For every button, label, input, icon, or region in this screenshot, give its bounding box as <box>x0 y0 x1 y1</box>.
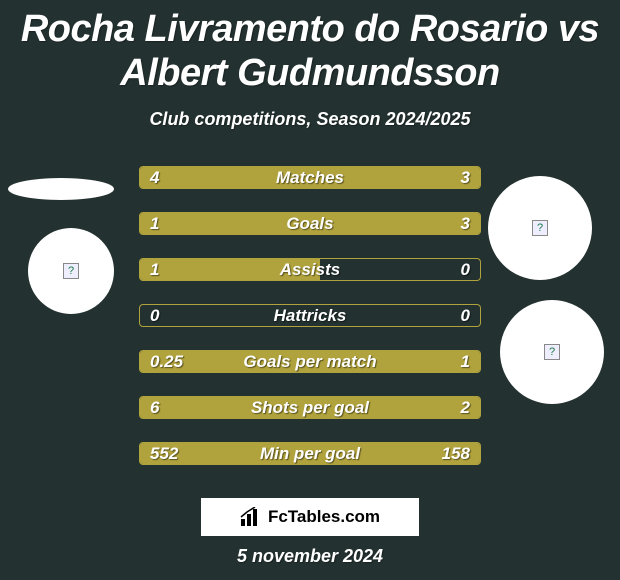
stat-value-right: 1 <box>461 351 470 372</box>
stat-value-left: 4 <box>150 167 159 188</box>
stat-row: Min per goal552 158 <box>139 442 481 465</box>
stat-label: Hattricks <box>140 305 480 326</box>
bars-container: Matches43Goals13Assists10Hattricks00Goal… <box>139 166 481 465</box>
stat-label: Shots per goal <box>140 397 480 418</box>
stat-value-left: 0 <box>150 305 159 326</box>
stat-row: Goals per match0.25 1 <box>139 350 481 373</box>
brand-chart-icon <box>240 507 262 527</box>
stat-label: Goals <box>140 213 480 234</box>
stat-label: Matches <box>140 167 480 188</box>
stat-value-right: 158 <box>442 443 470 464</box>
stat-value-right: 0 <box>461 305 470 326</box>
player-bubble-left: ? <box>28 228 114 314</box>
stat-row: Shots per goal6 2 <box>139 396 481 419</box>
image-placeholder-icon: ? <box>544 344 560 360</box>
stat-row: Goals1 3 <box>139 212 481 235</box>
stat-value-left: 1 <box>150 213 159 234</box>
stat-value-right: 0 <box>461 259 470 280</box>
stat-value-left: 6 <box>150 397 159 418</box>
stat-label: Min per goal <box>140 443 480 464</box>
player-bubble-right-2: ? <box>500 300 604 404</box>
brand-text: FcTables.com <box>268 507 380 527</box>
stat-value-right: 2 <box>461 397 470 418</box>
brand-badge: FcTables.com <box>201 498 419 536</box>
stats-area: Matches43Goals13Assists10Hattricks00Goal… <box>0 166 620 476</box>
stat-row: Hattricks0 0 <box>139 304 481 327</box>
decor-ellipse <box>8 178 114 200</box>
stat-value-left: 0.25 <box>150 351 183 372</box>
footer-date: 5 november 2024 <box>0 546 620 567</box>
stat-value-left: 552 <box>150 443 178 464</box>
subtitle: Club competitions, Season 2024/2025 <box>0 109 620 130</box>
stat-label: Assists <box>140 259 480 280</box>
stat-label: Goals per match <box>140 351 480 372</box>
stat-value-left: 1 <box>150 259 159 280</box>
stat-value-right: 3 <box>461 167 470 188</box>
image-placeholder-icon: ? <box>532 220 548 236</box>
stat-value-right: 3 <box>461 213 470 234</box>
stat-row: Matches4 3 <box>139 166 481 189</box>
stat-row: Assists1 0 <box>139 258 481 281</box>
player-bubble-right-1: ? <box>488 176 592 280</box>
page-title: Rocha Livramento do Rosario vs Albert Gu… <box>0 0 620 95</box>
image-placeholder-icon: ? <box>63 263 79 279</box>
